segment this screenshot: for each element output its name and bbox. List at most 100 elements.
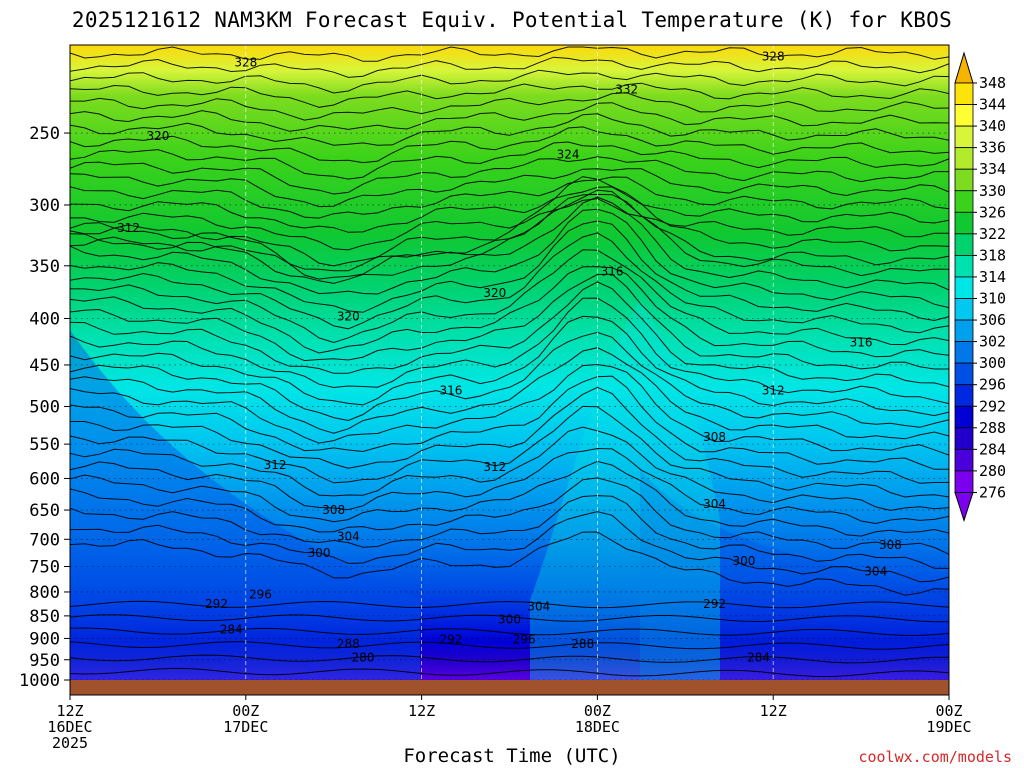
contour-line-32 <box>70 405 949 498</box>
colorbar-label-276: 276 <box>979 483 1006 501</box>
contour-label-27: 284 <box>220 623 243 637</box>
contour-line-4 <box>70 92 949 121</box>
y-tick-label-650: 650 <box>29 501 60 521</box>
colorbar-bin-4 <box>954 168 974 192</box>
x-tick-label-3-0: 00Z <box>584 702 611 720</box>
colorbar-bin-18 <box>954 470 974 493</box>
colorbar-label-306: 306 <box>979 311 1006 329</box>
x-tick-label-1-0: 00Z <box>232 702 259 720</box>
y-tick-label-250: 250 <box>29 124 60 144</box>
colorbar-label-330: 330 <box>979 182 1006 200</box>
contour-line-36 <box>70 477 949 555</box>
contour-line-0 <box>70 46 949 62</box>
contour-line-41 <box>70 614 949 623</box>
y-tick-label-300: 300 <box>29 196 60 216</box>
colorbar-bin-3 <box>954 147 974 170</box>
colorbar-label-348: 348 <box>979 74 1006 92</box>
y-tick-label-350: 350 <box>29 257 60 277</box>
contour-line-22 <box>70 266 949 358</box>
contour-label-23: 292 <box>205 597 228 611</box>
contour-line-13 <box>70 198 949 251</box>
colorbar-bin-8 <box>954 254 974 278</box>
contour-line-11 <box>70 176 949 219</box>
plot-area: 328 328 332 320 324 312 320 316 320 316 316 312 308 3… <box>69 44 950 696</box>
colorbar-label-336: 336 <box>979 139 1006 157</box>
y-axis: 2503003504004505005506006507007508008509… <box>19 124 70 691</box>
y-tick-label-850: 850 <box>29 607 60 627</box>
contour-label-18: 300 <box>308 546 331 560</box>
contour-line-9 <box>70 156 949 195</box>
colorbar-bin-6 <box>954 211 974 235</box>
y-tick-label-800: 800 <box>29 583 60 603</box>
colorbar-bin-11 <box>954 319 974 342</box>
colorbar: 348 344 340 336 334 330 326 322 318 314 310 306 302 3… <box>954 51 1006 523</box>
chart-title: 2025121612 NAM3KM Forecast Equiv. Potent… <box>71 8 953 32</box>
contour-line-12 <box>70 186 949 233</box>
contour-line-24 <box>70 281 949 388</box>
contour-line-38 <box>70 511 949 583</box>
colorbar-label-326: 326 <box>979 203 1006 221</box>
colorbar-bin-9 <box>954 276 974 299</box>
contour-lines <box>70 46 949 677</box>
colorbar-bottom-arrow <box>954 491 974 523</box>
colorbar-bin-16 <box>954 427 974 450</box>
x-tick-label-0-2: 2025 <box>52 734 88 752</box>
contour-line-35 <box>70 460 949 537</box>
contour-line-7 <box>70 126 949 164</box>
credit-text: coolwx.com/models <box>858 748 1012 766</box>
contour-label-31: 288 <box>571 637 594 651</box>
contour-label-4: 324 <box>557 148 580 162</box>
y-tick-label-450: 450 <box>29 356 60 376</box>
contour-line-18 <box>70 208 949 309</box>
y-tick-label-600: 600 <box>29 469 60 489</box>
contour-label-32: 280 <box>352 651 375 665</box>
contour-line-31 <box>70 386 949 484</box>
contour-line-16 <box>70 189 949 277</box>
y-tick-label-550: 550 <box>29 435 60 455</box>
x-tick-label-5-0: 00Z <box>935 702 962 720</box>
contour-line-25 <box>70 297 949 405</box>
contour-line-33 <box>70 426 949 511</box>
contour-line-17 <box>70 196 949 291</box>
contour-label-11: 312 <box>762 383 785 397</box>
y-tick-label-1000: 1000 <box>19 671 60 691</box>
contour-label-19: 300 <box>732 554 755 568</box>
contour-label-6: 320 <box>483 286 506 300</box>
contour-label-25: 304 <box>527 599 550 613</box>
colorbar-bin-10 <box>954 298 974 321</box>
contour-line-40 <box>70 600 949 609</box>
contour-label-26: 300 <box>498 613 521 627</box>
colorbar-label-288: 288 <box>979 419 1006 437</box>
contour-line-26 <box>70 315 949 417</box>
colorbar-label-310: 310 <box>979 290 1006 308</box>
contour-line-42 <box>70 627 949 637</box>
colorbar-label-296: 296 <box>979 376 1006 394</box>
contour-label-22: 296 <box>249 587 272 601</box>
colorbar-top-arrow <box>954 51 974 84</box>
y-tick-label-400: 400 <box>29 309 60 329</box>
colorbar-label-302: 302 <box>979 333 1006 351</box>
colorbar-label-292: 292 <box>979 397 1006 415</box>
contour-line-14 <box>70 176 949 267</box>
contour-label-7: 316 <box>601 264 624 278</box>
colorbar-bin-0 <box>954 82 974 105</box>
contour-line-45 <box>70 667 949 677</box>
contour-label-5: 312 <box>117 221 140 235</box>
contour-line-19 <box>70 220 949 322</box>
y-tick-label-950: 950 <box>29 651 60 671</box>
contour-label-28: 288 <box>337 637 360 651</box>
x-tick-label-3-1: 18DEC <box>575 718 620 736</box>
y-tick-label-700: 700 <box>29 530 60 550</box>
y-tick-label-900: 900 <box>29 629 60 649</box>
contour-label-12: 308 <box>703 430 726 444</box>
colorbar-label-300: 300 <box>979 354 1006 372</box>
cold-tongue-right <box>640 470 949 680</box>
contour-line-27 <box>70 331 949 428</box>
colorbar-label-280: 280 <box>979 462 1006 480</box>
contour-label-21: 304 <box>864 565 887 579</box>
warm-plume <box>530 300 720 680</box>
x-tick-label-5-1: 19DEC <box>926 718 971 736</box>
ground-surface <box>70 680 949 695</box>
